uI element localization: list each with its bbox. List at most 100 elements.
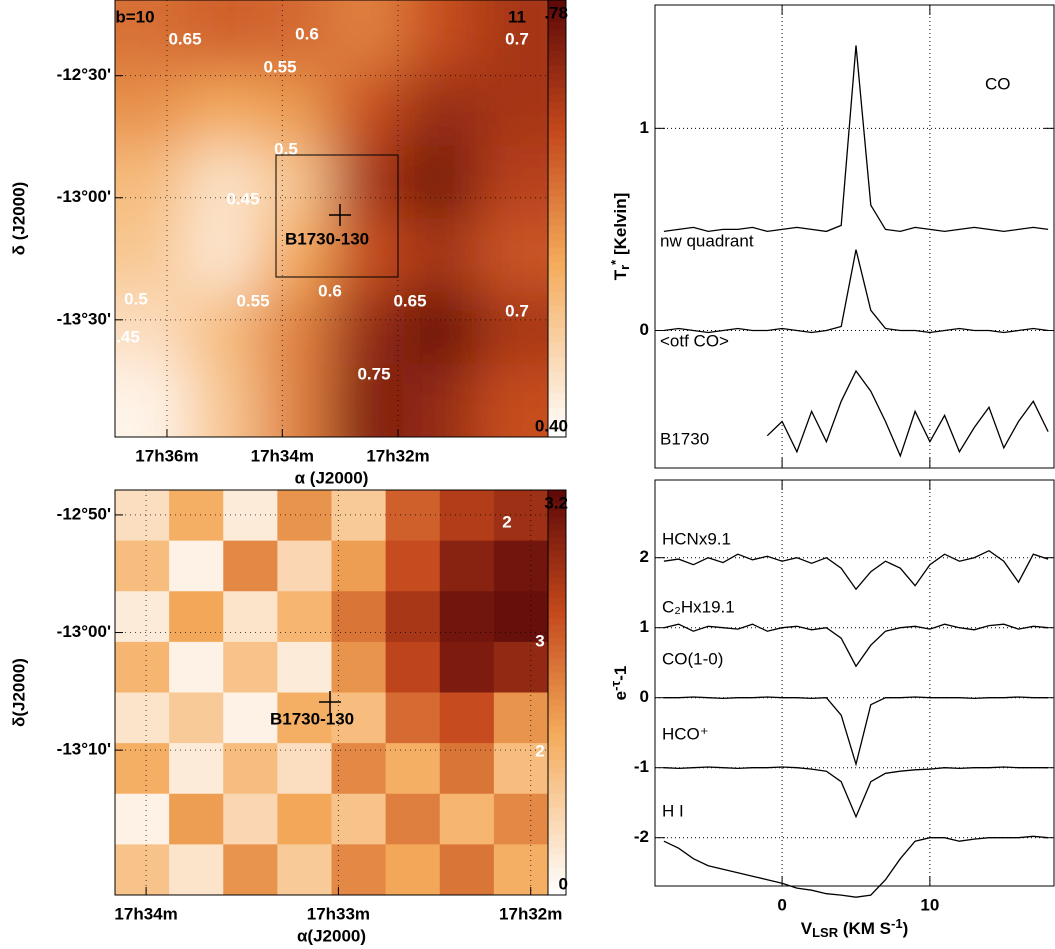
contour-label: 0.75 (357, 364, 390, 383)
heatmap-cell (277, 591, 333, 643)
y-axis-label: e-τ-1 (608, 666, 630, 701)
y-tick-label: -2 (634, 827, 649, 846)
y-tick-label: 1 (640, 118, 649, 137)
source-marker (319, 691, 341, 713)
heatmap-cell (115, 145, 188, 220)
y-axis-label: δ (J2000) (9, 182, 28, 256)
colorbar-strip (548, 766, 566, 774)
y-axis-label: Tr* [Kelvin] (608, 193, 632, 281)
y-tick-label: -13°00' (57, 187, 111, 206)
y-tick-label: 0 (640, 320, 649, 339)
colorbar-strip (548, 167, 566, 176)
colorbar-strip (548, 225, 566, 234)
colorbar-strip (548, 14, 566, 23)
colorbar-strip (548, 544, 566, 552)
colorbar-strip (548, 211, 566, 219)
colorbar-strip (548, 517, 566, 525)
colorbar-strip (548, 706, 566, 714)
heatmap-cell (385, 793, 441, 845)
heatmap-cell (115, 743, 170, 795)
colorbar-strip (548, 652, 566, 660)
heatmap-cell (475, 291, 548, 365)
heatmap-cell (385, 844, 441, 895)
contour-label: 0.65 (393, 291, 426, 310)
colorbar-strip (548, 868, 566, 876)
source-marker (329, 204, 351, 226)
colorbar-strip (548, 861, 566, 869)
colorbar-strip (548, 834, 566, 842)
heatmap-cell (115, 692, 170, 744)
heatmap-cell (403, 72, 477, 147)
colorbar-strip (548, 174, 566, 183)
colorbar-strip (548, 841, 566, 849)
colorbar-strip (548, 760, 566, 768)
colorbar-strip (548, 557, 566, 565)
heatmap-cell (115, 218, 188, 292)
colorbar-strip (548, 746, 566, 754)
x-tick-label: 17h34m (114, 904, 177, 923)
heatmap-cell (385, 540, 441, 592)
heatmap-cell (493, 540, 548, 592)
heatmap-cell (331, 844, 387, 895)
heatmap-cell (493, 641, 548, 694)
heatmap-cell (259, 364, 333, 437)
heatmap-cell (115, 0, 188, 74)
colorbar-strip (548, 386, 566, 394)
series-label: nw quadrant (660, 231, 754, 250)
colorbar-strip (548, 291, 566, 300)
heatmap-cell (331, 218, 405, 292)
heatmap-cell (259, 218, 333, 292)
colorbar-strip (548, 550, 566, 558)
colorbar-strip (548, 276, 566, 285)
contour-label: 0.45 (226, 189, 259, 208)
x-tick-label: 17h32m (366, 446, 429, 465)
colorbar-strip (548, 692, 566, 700)
heatmap-cell (223, 844, 278, 895)
colorbar-strip (548, 490, 566, 498)
colorbar-strip (548, 854, 566, 862)
colorbar-strip (548, 247, 566, 256)
heatmap-cell (331, 364, 405, 437)
colorbar-strip (548, 313, 566, 321)
spectrum-line (663, 623, 1049, 668)
heatmap-cell (169, 793, 224, 845)
colorbar-strip (548, 58, 566, 67)
source-label: B1730-130 (270, 709, 354, 728)
heatmap-cell (277, 793, 333, 845)
source-box (275, 154, 399, 278)
colorbar-strip (548, 87, 566, 96)
series-label: C₂Hx19.1 (662, 597, 735, 616)
heatmap-cell (259, 0, 333, 74)
colorbar-label: 0.40 (535, 416, 568, 435)
contour-label: 0.7 (505, 301, 529, 320)
frame (654, 4, 1055, 469)
heatmap-cell (187, 0, 260, 74)
colorbar-strip (548, 203, 566, 212)
colorbar-strip (548, 349, 566, 358)
heatmap-cell (277, 641, 333, 694)
heatmap-cell (493, 844, 548, 895)
colorbar-strip (548, 429, 566, 438)
colorbar-strip (548, 672, 566, 680)
y-tick-label: 2 (640, 547, 649, 566)
frame (114, 0, 549, 438)
colorbar-strip (548, 888, 566, 896)
heatmap-cell (403, 0, 477, 74)
colorbar-strip (548, 665, 566, 673)
heatmap-cell (187, 218, 260, 292)
x-axis-label: α(J2000) (297, 926, 366, 945)
heatmap-cell (115, 364, 188, 437)
heatmap-cell (385, 641, 441, 694)
heatmap-cell (493, 743, 548, 795)
heatmap (115, 490, 548, 895)
colorbar-strip (548, 43, 566, 52)
heatmap-cell (223, 743, 278, 795)
heatmap-cell (475, 364, 548, 437)
colorbar-strip (548, 503, 566, 511)
label-part: -1 (611, 666, 630, 681)
heatmap-cell (187, 72, 260, 147)
spectrum-line (766, 369, 1049, 458)
heatmap-cell (331, 0, 405, 74)
x-tick-label: 17h36m (135, 446, 198, 465)
colorbar-strip (548, 591, 566, 599)
